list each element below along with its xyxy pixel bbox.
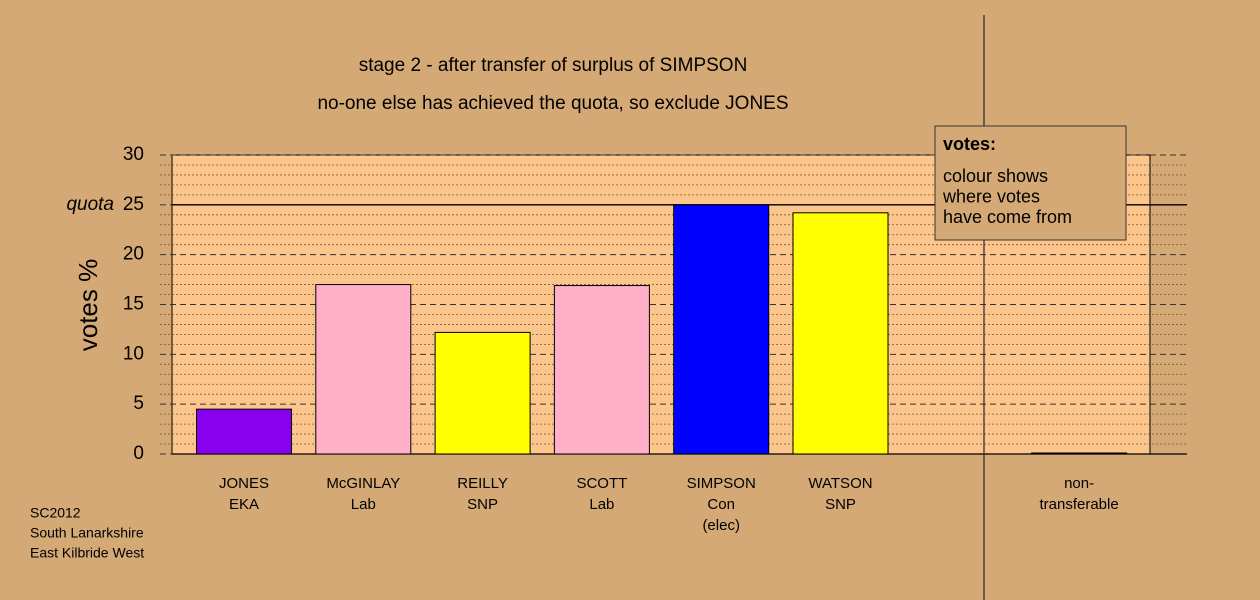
bar xyxy=(553,285,650,455)
legend-text: colour shows xyxy=(943,166,1048,186)
x-tick-label: REILLY xyxy=(457,475,508,492)
legend-text: where votes xyxy=(942,186,1040,206)
x-tick-label: Lab xyxy=(589,496,614,513)
legend-text: have come from xyxy=(943,207,1072,227)
bar xyxy=(315,284,412,455)
x-tick-label: SNP xyxy=(467,496,498,513)
x-tick-label: SIMPSON xyxy=(687,475,756,492)
legend-box xyxy=(934,125,1127,241)
source-text: South Lanarkshire xyxy=(30,525,144,541)
bar xyxy=(792,212,889,455)
bar xyxy=(673,204,770,455)
x-tick-label: EKA xyxy=(229,496,259,513)
x-tick-label: (elec) xyxy=(702,517,740,534)
chart-subtitle: no-one else has achieved the quota, so e… xyxy=(317,93,788,114)
x-tick-label: SCOTT xyxy=(576,475,627,492)
y-tick-label: 30 xyxy=(123,144,144,165)
y-tick-label: 5 xyxy=(133,393,144,414)
x-tick-label: Lab xyxy=(351,496,376,513)
x-tick-label: WATSON xyxy=(808,475,872,492)
x-tick-label: SNP xyxy=(825,496,856,513)
legend-title: votes: xyxy=(943,134,996,154)
source-text: East Kilbride West xyxy=(30,545,144,561)
x-tick-label: McGINLAY xyxy=(326,475,400,492)
x-tick-label: JONES xyxy=(219,475,269,492)
y-axis-label: votes % xyxy=(73,259,103,352)
quota-label: quota xyxy=(66,194,114,215)
y-tick-label: 25 xyxy=(123,194,144,215)
bar xyxy=(196,408,292,455)
y-tick-label: 10 xyxy=(123,343,144,364)
source-text: SC2012 xyxy=(30,505,81,521)
bar xyxy=(434,331,531,455)
y-tick-label: 20 xyxy=(123,244,144,265)
x-tick-label: non- xyxy=(1064,475,1094,492)
y-tick-label: 0 xyxy=(133,443,144,464)
chart-title: stage 2 - after transfer of surplus of S… xyxy=(359,55,748,76)
bar xyxy=(1031,452,1128,455)
x-tick-label: transferable xyxy=(1039,496,1118,513)
x-tick-label: Con xyxy=(707,496,735,513)
y-tick-label: 15 xyxy=(123,294,144,315)
